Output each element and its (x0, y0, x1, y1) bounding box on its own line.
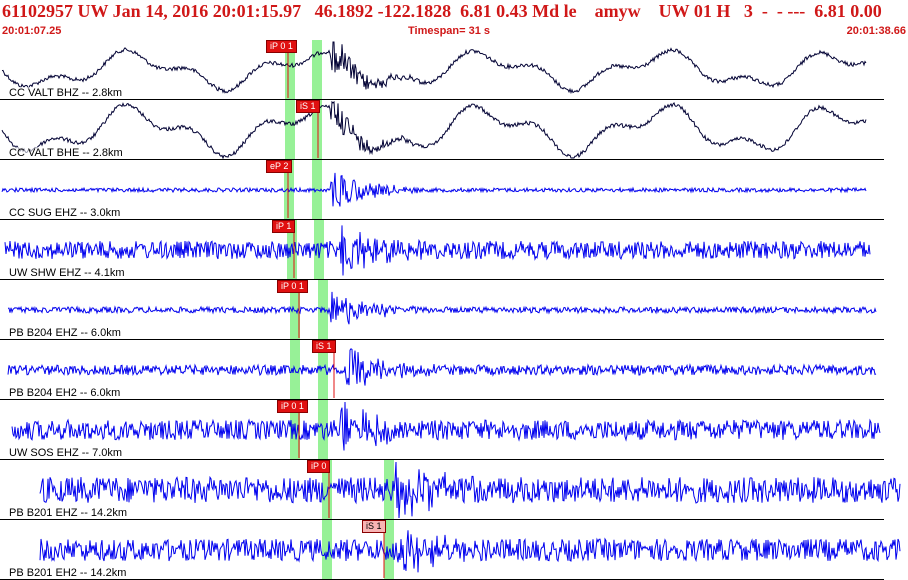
trace-row[interactable]: iS 1 PB B204 EH2 -- 6.0km (0, 340, 908, 400)
waveform-trace (7, 288, 877, 338)
phase-pick-flag[interactable]: iP 0 1 (266, 40, 297, 53)
waveform-trace (1, 41, 867, 98)
phase-pick-flag[interactable]: iP 0 1 (277, 400, 308, 413)
phase-window-marker (312, 40, 322, 100)
trace-label: PB B204 EH2 -- 6.0km (9, 387, 121, 399)
start-time: 20:01:07.25 (2, 25, 62, 37)
phase-window-marker (322, 520, 332, 580)
waveform-panel[interactable]: iP 0 1 CC VALT BHZ -- 2.8km iS 1 CC VALT BH… (0, 40, 908, 580)
trace-label: PB B204 EHZ -- 6.0km (9, 327, 121, 339)
phase-window-marker (290, 280, 300, 340)
trace-row[interactable]: iP 0 1 UW SOS EHZ -- 7.0km (0, 400, 908, 460)
trace-divider (0, 519, 884, 520)
phase-pick-flag[interactable]: iP 1 (272, 220, 296, 233)
trace-label: CC VALT BHE -- 2.8km (9, 147, 123, 159)
waveform-trace (39, 528, 901, 578)
phase-window-marker (312, 100, 322, 160)
waveform-trace (7, 348, 877, 398)
trace-row[interactable]: iS 1 CC VALT BHE -- 2.8km (0, 100, 908, 160)
waveform-trace (1, 100, 867, 160)
phase-window-marker (318, 340, 328, 400)
trace-label: UW SHW EHZ -- 4.1km (9, 267, 125, 279)
phase-pick-flag[interactable]: iS 1 (296, 100, 320, 113)
phase-pick-flag[interactable]: eP 2 (266, 160, 293, 173)
event-summary: 61102957 UW Jan 14, 2016 20:01:15.97 46.… (2, 1, 882, 21)
phase-window-marker (384, 460, 394, 520)
waveform-trace (39, 461, 901, 519)
trace-row[interactable]: iP 0 PB B201 EHZ -- 14.2km (0, 460, 908, 520)
phase-window-marker (318, 400, 328, 460)
waveform-trace (11, 401, 881, 458)
trace-label: CC SUG EHZ -- 3.0km (9, 207, 121, 219)
trace-label: CC VALT BHZ -- 2.8km (9, 87, 123, 99)
phase-window-marker (314, 220, 324, 280)
phase-pick-flag[interactable]: iS 1 (362, 520, 386, 533)
trace-divider (0, 219, 884, 220)
phase-window-marker (287, 220, 297, 280)
trace-row[interactable]: iP 0 1 PB B204 EHZ -- 6.0km (0, 280, 908, 340)
trace-divider (0, 159, 884, 160)
trace-divider (0, 339, 884, 340)
trace-row[interactable]: iS 1 PB B201 EH2 -- 14.2km (0, 520, 908, 580)
phase-pick-flag[interactable]: iP 0 (307, 460, 331, 473)
waveform-trace (1, 168, 867, 218)
phase-pick-flag[interactable]: iS 1 (312, 340, 336, 353)
end-time: 20:01:38.66 (846, 25, 906, 37)
phase-window-marker (384, 520, 394, 580)
trace-row[interactable]: eP 2 CC SUG EHZ -- 3.0km (0, 160, 908, 220)
phase-pick-flag[interactable]: iP 0 1 (277, 280, 308, 293)
trace-label: PB B201 EHZ -- 14.2km (9, 507, 127, 519)
trace-divider (0, 279, 884, 280)
trace-label: PB B201 EH2 -- 14.2km (9, 567, 127, 579)
timespan: Timespan= 31 s (408, 25, 491, 37)
trace-label: UW SOS EHZ -- 7.0km (9, 447, 123, 459)
phase-window-marker (285, 100, 295, 160)
phase-window-marker (322, 460, 332, 520)
waveform-trace (4, 225, 871, 278)
trace-row[interactable]: iP 1 UW SHW EHZ -- 4.1km (0, 220, 908, 280)
trace-divider (0, 399, 884, 400)
event-header: 61102957 UW Jan 14, 2016 20:01:15.97 46.… (0, 0, 908, 40)
trace-divider (0, 99, 884, 100)
phase-window-marker (285, 40, 295, 100)
trace-divider (0, 459, 884, 460)
trace-row[interactable]: iP 0 1 CC VALT BHZ -- 2.8km (0, 40, 908, 100)
